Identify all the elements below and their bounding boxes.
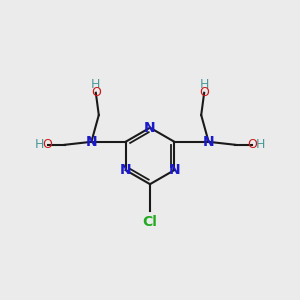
Text: Cl: Cl [142,215,158,229]
Text: O: O [43,138,52,151]
Text: N: N [203,135,214,149]
Text: H: H [91,78,101,91]
Text: N: N [120,163,131,177]
Text: O: O [91,86,101,99]
Text: H: H [35,138,44,151]
Text: O: O [248,138,257,151]
Text: N: N [169,163,180,177]
Text: O: O [199,86,209,99]
Text: H: H [200,78,209,91]
Text: N: N [85,135,97,149]
Text: H: H [256,138,265,151]
Text: N: N [144,121,156,135]
